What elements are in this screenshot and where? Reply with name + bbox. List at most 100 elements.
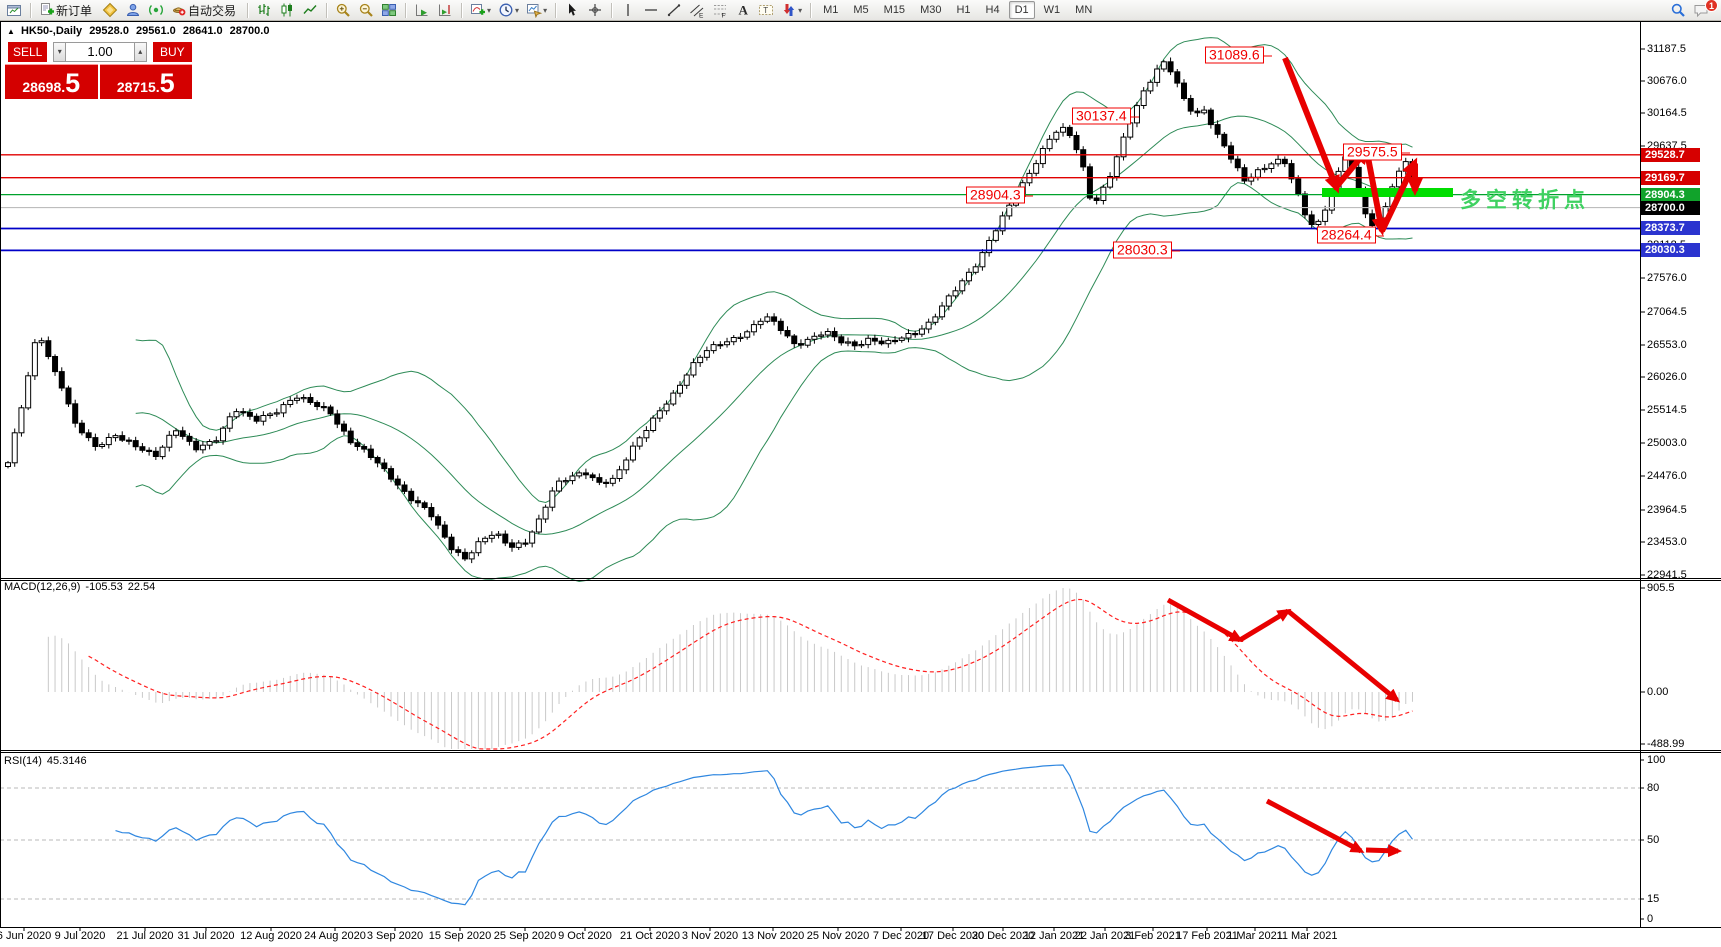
- templates-button[interactable]: ▾: [523, 1, 550, 20]
- new-order-button[interactable]: 新订单: [36, 1, 98, 20]
- trend-arrow[interactable]: [1364, 151, 1388, 236]
- periods-icon: [499, 3, 513, 17]
- price-annotation-label[interactable]: 30137.4: [1072, 107, 1139, 125]
- price-annotation-label[interactable]: 29575.5: [1343, 143, 1410, 161]
- time-axis-label: 9 Jul 2020: [54, 930, 106, 942]
- chat-button[interactable]: 1: [1690, 0, 1718, 20]
- volume-decrease-button[interactable]: ▾: [53, 42, 67, 62]
- macd-indicator-label: MACD(12,26,9) -105.53 22.54: [4, 581, 160, 593]
- text-button[interactable]: A: [732, 1, 754, 20]
- signals-button[interactable]: [145, 1, 167, 20]
- buy-price-dot: .: [155, 79, 160, 95]
- price-axis-tick: 25003.0: [1647, 437, 1687, 449]
- chart-shift-button[interactable]: [434, 1, 456, 20]
- price-badge: 28030.3: [1641, 243, 1700, 257]
- toolbar-separator: [611, 2, 613, 18]
- timeframe-m15[interactable]: M15: [883, 4, 906, 16]
- toolbar-separator: [247, 2, 249, 18]
- arrows-button[interactable]: ▾: [778, 1, 805, 20]
- macd-arrow[interactable]: [1238, 608, 1292, 643]
- macd-signal-value: 22.54: [127, 581, 156, 593]
- macd-arrow[interactable]: [1166, 597, 1244, 643]
- autotrading-button[interactable]: 自动交易: [168, 1, 242, 20]
- text-label-button[interactable]: T: [755, 1, 777, 20]
- search-button[interactable]: [1667, 1, 1689, 20]
- candles-chart-button[interactable]: [276, 1, 298, 20]
- rsi-arrow[interactable]: [1265, 798, 1365, 854]
- price-annotation-label[interactable]: 28030.3: [1113, 241, 1180, 259]
- rsi-axis-tick: 80: [1647, 782, 1660, 794]
- collapse-arrow[interactable]: ▲: [7, 27, 15, 36]
- rsi-axis-tick: 15: [1647, 893, 1660, 905]
- time-axis-label: 30 Dec 2020: [971, 930, 1035, 942]
- volume-increase-button[interactable]: ▴: [133, 42, 147, 62]
- rsi-name: RSI(14): [4, 755, 42, 767]
- chart-shift-icon: [439, 4, 451, 16]
- time-axis-label: 12 Jan 2021: [1023, 930, 1085, 942]
- fibonacci-button[interactable]: F: [709, 1, 731, 20]
- trend-arrow[interactable]: [1282, 56, 1340, 194]
- auto-scroll-icon: [416, 4, 428, 16]
- signals-icon: [149, 5, 163, 15]
- time-axis-label: 13 Nov 2020: [741, 930, 805, 942]
- equidistant-channel-button[interactable]: E: [686, 1, 708, 20]
- indicators-button[interactable]: ▾: [467, 1, 494, 20]
- macd-main-value: -105.53: [85, 581, 123, 593]
- price-annotation-label[interactable]: 28904.3: [966, 186, 1033, 204]
- vertical-line-button[interactable]: [617, 1, 639, 20]
- chart-frame: [0, 21, 1721, 931]
- cursor-button[interactable]: [561, 1, 583, 20]
- trend-arrow[interactable]: [1379, 157, 1418, 233]
- vertical-line-icon: [627, 4, 629, 16]
- price-axis-tick: 23964.5: [1647, 504, 1687, 516]
- profile-button[interactable]: [122, 1, 144, 20]
- crosshair-button[interactable]: [584, 1, 606, 20]
- timeframe-h1[interactable]: H1: [956, 4, 971, 16]
- zoom-in-icon: [336, 3, 350, 17]
- sell-button[interactable]: SELL: [8, 42, 48, 62]
- time-axis-label: 25 Sep 2020: [493, 930, 557, 942]
- zoom-in-button[interactable]: [332, 1, 354, 20]
- timeframe-mn[interactable]: MN: [1075, 4, 1093, 16]
- horizontal-line-button[interactable]: [640, 1, 662, 20]
- chevron-down-icon: ▾: [543, 5, 548, 15]
- search-icon: [1671, 3, 1685, 17]
- trendline-button[interactable]: [663, 1, 685, 20]
- price-annotation-label[interactable]: 28264.4: [1317, 226, 1384, 244]
- turning-point-highlight-bar[interactable]: [1322, 188, 1453, 197]
- line-chart-button[interactable]: [299, 1, 321, 20]
- metaeditor-button[interactable]: [99, 1, 121, 20]
- rsi-arrow[interactable]: [1365, 844, 1402, 858]
- price-badge: 28700.0: [1641, 201, 1700, 215]
- price-annotation-label[interactable]: 31089.6: [1205, 46, 1272, 64]
- macd-arrow[interactable]: [1286, 609, 1401, 703]
- line-chart-icon: [303, 5, 317, 14]
- auto-scroll-button[interactable]: [411, 1, 433, 20]
- zoom-out-button[interactable]: [355, 1, 377, 20]
- time-axis-label: 15 Sep 2020: [428, 930, 492, 942]
- time-axis-label: 7 Dec 2020: [872, 930, 930, 942]
- price-axis-tick: 27064.5: [1647, 306, 1687, 318]
- periods-button[interactable]: ▾: [495, 1, 522, 20]
- buy-price-main: 28715: [116, 79, 156, 95]
- timeframe-d1[interactable]: D1: [1008, 1, 1035, 19]
- timeframe-m5[interactable]: M5: [853, 4, 869, 16]
- timeframe-m1[interactable]: M1: [823, 4, 839, 16]
- turning-point-annotation-text[interactable]: 多空转折点: [1460, 189, 1590, 212]
- bars-chart-button[interactable]: [253, 1, 275, 20]
- timeframe-w1[interactable]: W1: [1043, 4, 1061, 16]
- timeframe-h4[interactable]: H4: [985, 4, 1000, 16]
- volume-input[interactable]: 1.00: [66, 42, 134, 62]
- macd-histogram: [47, 588, 1413, 749]
- notification-badge[interactable]: 1: [1705, 0, 1718, 12]
- tile-windows-button[interactable]: [378, 1, 400, 20]
- new-chart-button[interactable]: [3, 1, 25, 20]
- timeframe-m30[interactable]: M30: [920, 4, 942, 16]
- time-axis-label: 24 Aug 2020: [304, 930, 366, 942]
- buy-price-display[interactable]: 28715. 5: [99, 64, 192, 99]
- macd-axis-tick: 0.00: [1647, 686, 1669, 698]
- sell-price-display[interactable]: 28698. 5: [5, 64, 98, 99]
- buy-button[interactable]: BUY: [152, 42, 193, 62]
- cursor-icon: [569, 3, 577, 16]
